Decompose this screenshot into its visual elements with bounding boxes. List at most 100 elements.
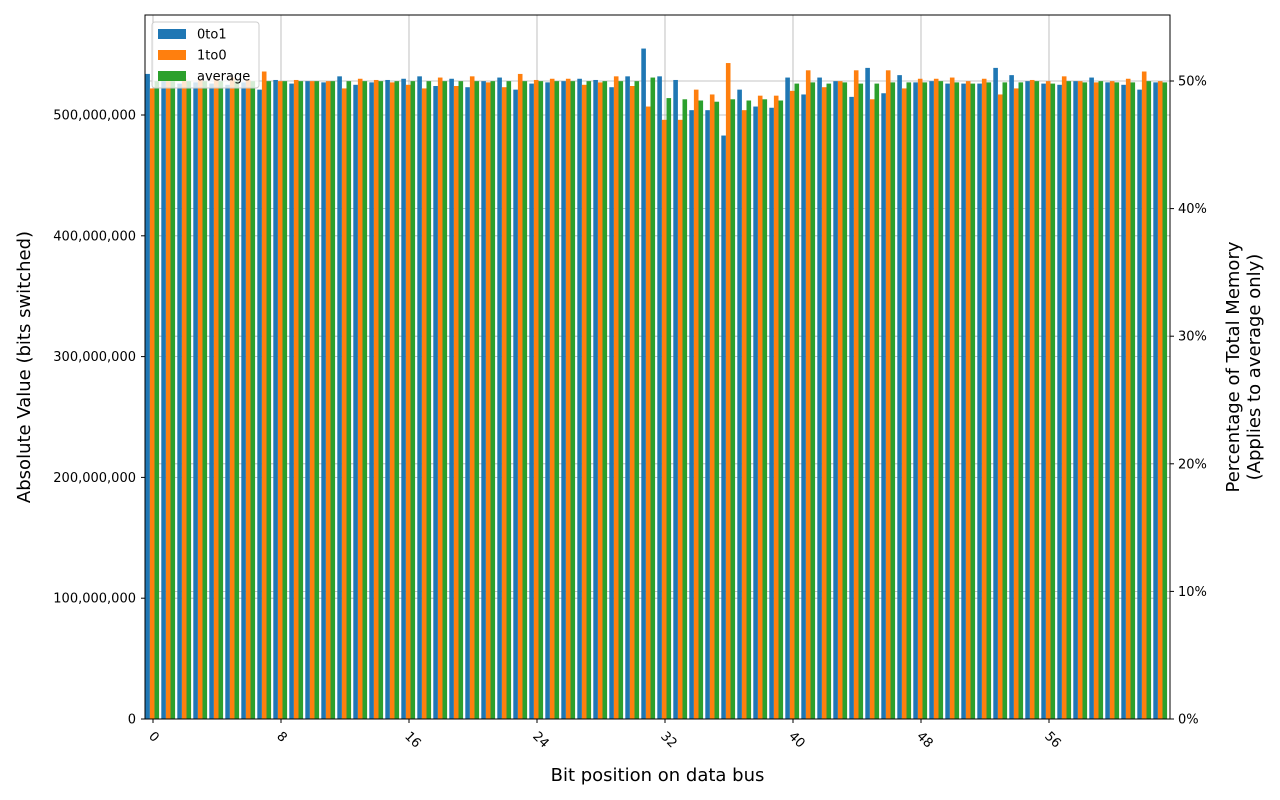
- bar-1to0: [901, 88, 907, 719]
- bar-0to1: [625, 76, 630, 720]
- bar-0to1: [961, 83, 966, 720]
- x-tick-label: 24: [529, 729, 551, 751]
- y-axis-label: Absolute Value (bits switched): [14, 231, 35, 503]
- bar-0to1: [177, 83, 182, 720]
- bar-average: [1018, 82, 1024, 719]
- bar-average: [666, 98, 672, 719]
- y-tick-label: 200,000,000: [53, 471, 136, 486]
- bar-average: [874, 83, 880, 720]
- axes-frame: [144, 14, 1171, 720]
- bar-0to1: [801, 94, 806, 720]
- bar-average: [858, 83, 864, 720]
- bar-1to0: [997, 94, 1003, 720]
- bar-1to0: [1013, 88, 1019, 719]
- bar-average: [554, 81, 560, 719]
- bar-1to0: [869, 99, 875, 719]
- bar-0to1: [161, 81, 166, 719]
- bar-0to1: [433, 86, 438, 720]
- bar-0to1: [1057, 84, 1062, 720]
- y-right-tick-label: 10%: [1178, 585, 1207, 600]
- bar-1to0: [213, 78, 219, 719]
- bar-1to0: [1109, 81, 1115, 719]
- bar-1to0: [677, 119, 683, 719]
- bar-0to1: [337, 76, 342, 720]
- bar-1to0: [1045, 81, 1051, 719]
- bar-0to1: [1009, 75, 1014, 720]
- bar-average: [986, 82, 992, 719]
- bar-0to1: [753, 106, 758, 719]
- bar-0to1: [385, 79, 390, 719]
- bar-average: [538, 81, 544, 719]
- y-tick-label: 300,000,000: [53, 350, 136, 365]
- x-tick-label: 0: [145, 729, 161, 745]
- bar-average: [218, 81, 224, 719]
- x-tick-label: 32: [657, 729, 679, 751]
- bar-average: [186, 81, 192, 719]
- bar-average: [762, 99, 768, 719]
- bar-1to0: [645, 106, 651, 719]
- bar-1to0: [965, 81, 971, 719]
- bar-0to1: [833, 81, 838, 719]
- bar-1to0: [773, 95, 779, 719]
- bar-1to0: [837, 81, 843, 719]
- bar-0to1: [225, 84, 230, 720]
- x-tick-label: 56: [1041, 729, 1063, 751]
- bar-0to1: [721, 135, 726, 719]
- bar-1to0: [917, 78, 923, 719]
- x-tick-label: 16: [401, 729, 423, 751]
- bar-1to0: [373, 79, 379, 719]
- bar-1to0: [1093, 82, 1099, 719]
- legend-label-0to1: 0to1: [197, 28, 227, 43]
- bar-1to0: [229, 77, 235, 719]
- y-right-tick-label: 30%: [1178, 330, 1207, 345]
- bar-1to0: [725, 63, 731, 719]
- bar-0to1: [1025, 81, 1030, 719]
- bar-1to0: [805, 70, 811, 719]
- bar-0to1: [705, 110, 710, 720]
- bar-1to0: [405, 84, 411, 720]
- bar-average: [410, 81, 416, 719]
- bar-average: [890, 82, 896, 719]
- bar-1to0: [149, 88, 155, 719]
- bar-average: [746, 100, 752, 719]
- bar-0to1: [209, 83, 214, 720]
- bar-average: [618, 81, 624, 719]
- bar-average: [634, 81, 640, 719]
- bar-average: [906, 82, 912, 719]
- bar-0to1: [913, 82, 918, 719]
- bar-1to0: [933, 78, 939, 719]
- bar-1to0: [629, 86, 635, 720]
- bar-0to1: [401, 78, 406, 719]
- bar-average: [778, 100, 784, 719]
- bar-1to0: [949, 77, 955, 719]
- bar-1to0: [613, 76, 619, 720]
- bar-average: [378, 81, 384, 719]
- bar-0to1: [481, 81, 486, 719]
- bar-average: [1066, 81, 1072, 719]
- bar-average: [1146, 81, 1152, 719]
- bar-average: [330, 81, 336, 719]
- y-right-axis-label-line2: (Applies to average only): [1244, 254, 1265, 481]
- bar-average: [458, 81, 464, 719]
- bar-1to0: [437, 77, 443, 719]
- bar-1to0: [261, 71, 267, 719]
- bar-0to1: [513, 89, 518, 719]
- bar-average: [602, 81, 608, 719]
- bar-average: [426, 81, 432, 719]
- bar-1to0: [885, 70, 891, 719]
- bar-0to1: [577, 78, 582, 719]
- bar-0to1: [1121, 84, 1126, 720]
- bar-0to1: [1041, 83, 1046, 720]
- bar-average: [698, 100, 704, 719]
- bar-0to1: [673, 79, 678, 719]
- bar-0to1: [257, 89, 262, 719]
- bar-average: [394, 81, 400, 719]
- bar-average: [922, 82, 928, 719]
- bar-1to0: [357, 78, 363, 719]
- bar-0to1: [1137, 89, 1142, 719]
- bar-1to0: [1157, 81, 1163, 719]
- bar-average: [842, 82, 848, 719]
- legend-label-average: average: [197, 70, 250, 85]
- bar-1to0: [549, 78, 555, 719]
- bar-0to1: [1089, 77, 1094, 719]
